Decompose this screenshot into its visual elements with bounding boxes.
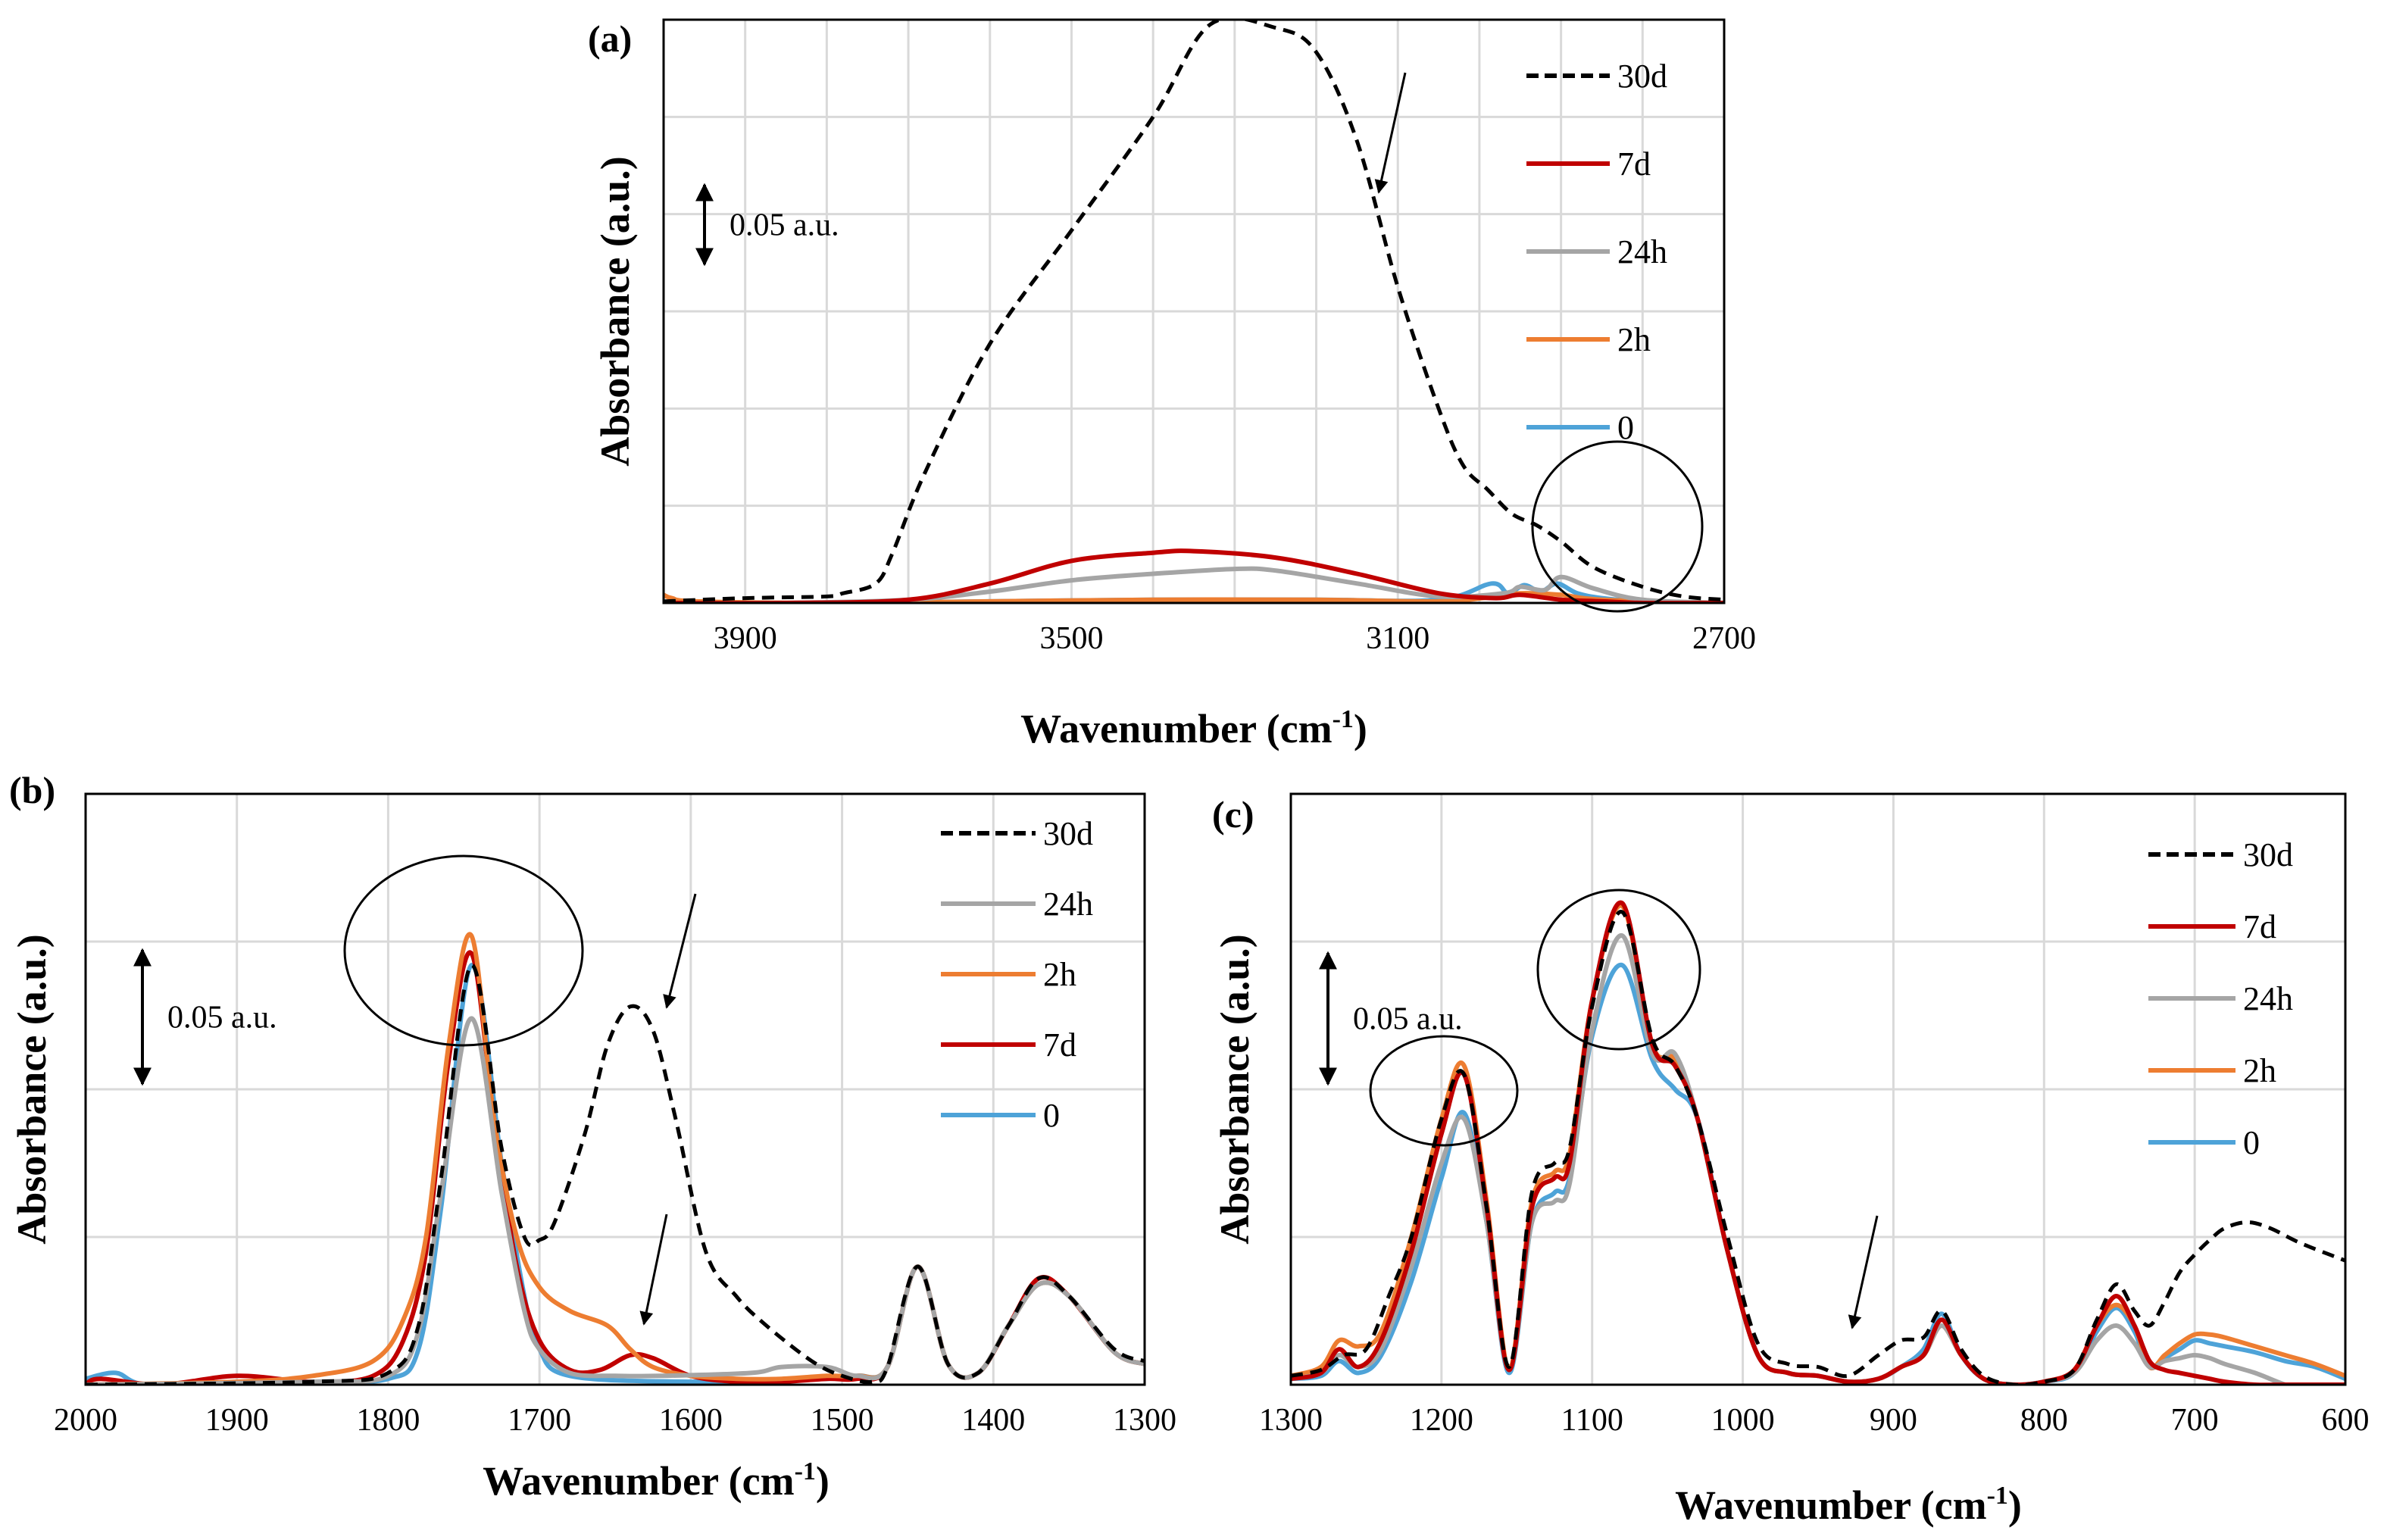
x-tick-label: 1300 (1259, 1403, 1323, 1438)
series-line-30d (86, 963, 1145, 1385)
x-tick-label: 1900 (205, 1403, 269, 1438)
gridlines (86, 794, 1145, 1385)
x-tick-label: 1500 (811, 1403, 874, 1438)
legend-label-24h: 24h (1043, 886, 1093, 923)
x-tick-label: 1100 (1561, 1403, 1623, 1438)
x-tick-label: 900 (1870, 1403, 1917, 1438)
x-tick-label: 600 (2322, 1403, 2370, 1438)
y-axis-title: Absorbance (a.u.) (592, 156, 638, 467)
legend-label-2h: 2h (2243, 1052, 2276, 1089)
annotation-arrow (1848, 1215, 1879, 1329)
annotation-circle (343, 854, 584, 1047)
legend-label-30d: 30d (1043, 815, 1093, 852)
scale-bar: 0.05 a.u. (1319, 951, 1463, 1086)
scale-bar: 0.05 a.u. (133, 948, 277, 1086)
legend-label-0: 0 (2243, 1124, 2260, 1161)
chart-panel-2: 2000 1900 1800 1700 1600 1500 1400 1300 Wavenumb… (9, 769, 1176, 1504)
annotation-arrow (1374, 72, 1407, 194)
annotation-circle (1536, 889, 1701, 1051)
x-axis-title: Wavenumber (cm-1) (483, 1457, 830, 1504)
series-line-7d (664, 548, 1724, 603)
legend-label-7d: 7d (2243, 908, 2276, 945)
plot-frame (1289, 792, 2347, 1386)
legend-label-2h: 2h (1617, 321, 1651, 358)
x-tick-label: 2700 (1692, 621, 1756, 656)
x-axis-title: Wavenumber (cm-1) (1020, 705, 1367, 751)
panel-label: (b) (9, 769, 55, 811)
x-tick-label: 1800 (356, 1403, 420, 1438)
legend: 30d 24h 2h 7d 0 (941, 815, 1093, 1134)
x-tick-label: 1000 (1711, 1403, 1775, 1438)
series-group (86, 932, 1145, 1385)
legend-label-0: 0 (1043, 1097, 1060, 1134)
x-tick-label: 1300 (1113, 1403, 1176, 1438)
legend-label-2h: 2h (1043, 956, 1076, 993)
legend-label-24h: 24h (2243, 980, 2293, 1017)
chart-panel-3: 1300 1200 1100 1000 900 800 700 600 Wavenumber (… (1212, 792, 2370, 1528)
y-axis-title: Absorbance (a.u.) (9, 934, 55, 1245)
x-tick-label: 700 (2171, 1403, 2219, 1438)
x-tick-label: 1400 (961, 1403, 1025, 1438)
x-tick-label: 2000 (54, 1403, 117, 1438)
annotation-arrow (639, 1214, 668, 1326)
x-tick-label: 1200 (1410, 1403, 1473, 1438)
x-tick-label: 800 (2020, 1403, 2068, 1438)
legend-label-0: 0 (1617, 409, 1634, 446)
series-line-7d (1291, 900, 2345, 1385)
plot-frame (662, 18, 1726, 604)
legend-label-7d: 7d (1043, 1026, 1076, 1064)
legend: 30d 7d 24h 2h 0 (1526, 58, 1667, 446)
chart-panel-1: 3900 3500 3100 2700 Wavenumber (cm-1) Absorba… (588, 17, 1756, 751)
series-line-30d (664, 20, 1724, 603)
legend: 30d 7d 24h 2h 0 (2148, 836, 2293, 1161)
panel-label: (a) (588, 17, 632, 60)
annotation-arrow (663, 893, 697, 1009)
series-group (1291, 900, 2345, 1385)
legend-label-30d: 30d (1617, 58, 1667, 95)
annotation-circle (1369, 1035, 1519, 1147)
series-line-30d (1291, 910, 2345, 1385)
scale-bar-label: 0.05 a.u. (730, 208, 839, 243)
gridlines (664, 20, 1724, 603)
x-axis-title: Wavenumber (cm-1) (1675, 1482, 2022, 1528)
scale-bar: 0.05 a.u. (695, 183, 839, 267)
panel-label: (c) (1212, 793, 1254, 836)
x-tick-label: 3500 (1039, 621, 1103, 656)
legend-label-24h: 24h (1617, 233, 1667, 270)
legend-label-30d: 30d (2243, 836, 2293, 873)
x-tick-label: 1700 (508, 1403, 571, 1438)
scale-bar-label: 0.05 a.u. (1353, 1002, 1463, 1037)
x-tick-label: 3100 (1366, 621, 1429, 656)
x-tick-label: 1600 (659, 1403, 723, 1438)
x-tick-label: 3900 (714, 621, 777, 656)
plot-frame (84, 792, 1146, 1386)
legend-label-7d: 7d (1617, 145, 1651, 183)
y-axis-title: Absorbance (a.u.) (1212, 934, 1258, 1245)
annotation-circle (1531, 440, 1704, 613)
scale-bar-label: 0.05 a.u. (167, 1001, 277, 1036)
